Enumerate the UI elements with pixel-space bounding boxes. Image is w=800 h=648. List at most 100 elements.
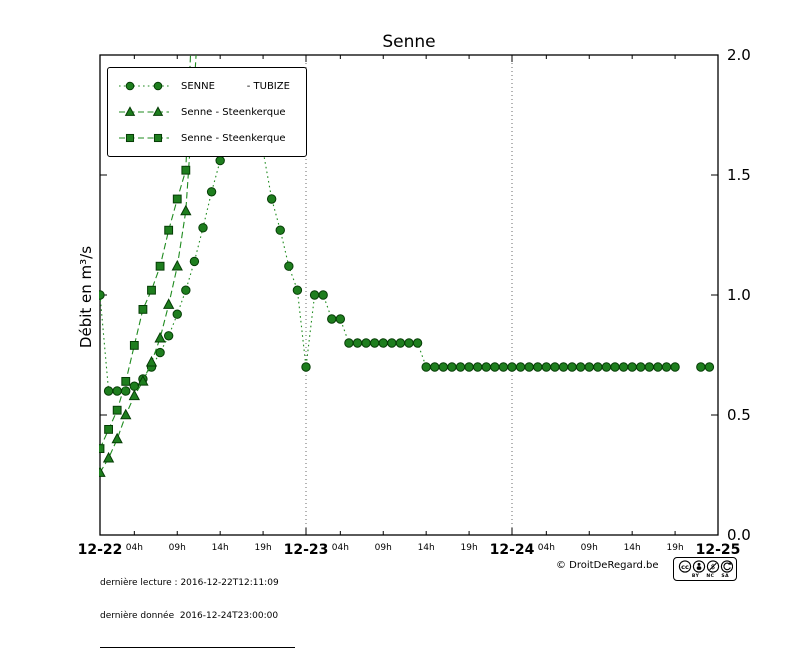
x-axis-major-label: 12-24 <box>490 542 535 558</box>
x-axis-minor-label: 09h <box>375 543 392 553</box>
legend-label: Senne - Steenkerque <box>181 106 286 118</box>
data-point-circle <box>541 362 552 372</box>
y-axis-title: Débit en m³/s <box>77 245 95 349</box>
data-point-circle <box>318 290 328 300</box>
data-point-circle <box>430 362 440 372</box>
x-axis-minor-label: 19h <box>461 543 478 553</box>
data-point-circle <box>704 362 715 372</box>
data-point-circle <box>593 362 603 372</box>
y-axis-tick-label: 1.5 <box>727 166 751 184</box>
data-point-circle <box>292 285 303 295</box>
legend-label: Senne - Steenkerque <box>181 132 286 144</box>
data-point-circle <box>644 362 655 372</box>
data-point-circle <box>438 362 449 372</box>
cc-license-letters: BY NC SA <box>680 574 729 579</box>
data-point-circle <box>627 362 637 372</box>
data-point-circle <box>215 155 225 166</box>
data-point-circle <box>507 362 517 372</box>
legend-item: SENNE - TUBIZE <box>117 79 290 93</box>
data-point-circle <box>172 309 182 319</box>
data-point-circle <box>206 187 217 197</box>
footer-credits: © DroitDeRegard.be cc $ <box>556 557 737 581</box>
x-axis-major-label: 12-25 <box>696 542 741 558</box>
data-point-circle <box>653 362 663 372</box>
copyright-link[interactable]: © DroitDeRegard.be <box>556 560 659 571</box>
data-point-circle <box>455 362 466 372</box>
data-point-square <box>112 405 122 415</box>
legend-sample-circle <box>119 81 169 91</box>
data-point-triangle <box>154 331 166 343</box>
data-point-square <box>121 376 131 386</box>
data-point-circle <box>421 362 431 372</box>
data-point-circle <box>112 386 122 396</box>
data-point-square <box>138 304 148 314</box>
data-point-triangle <box>145 355 158 367</box>
data-point-square <box>129 340 139 350</box>
flow-chart-figure: 12-22 12-23 12-24 12-25 04h 09h 14h 19h 04h 09h 14… <box>77 32 751 648</box>
data-point-circle <box>352 338 363 348</box>
data-point-circle <box>696 362 706 372</box>
data-point-circle <box>498 362 509 372</box>
x-axis-minor-label: 09h <box>169 543 186 553</box>
sa-label: SA <box>721 574 730 579</box>
x-axis-major-label: 12-22 <box>78 542 123 558</box>
data-point-square <box>155 261 165 271</box>
data-point-square <box>104 424 113 434</box>
data-point-circle <box>369 338 380 348</box>
legend: SENNE - TUBIZE Senne - Steenkerque Senne -… <box>107 67 307 157</box>
svg-text:cc: cc <box>681 563 689 571</box>
data-point-triangle <box>163 298 175 309</box>
y-axis-tick-label: 1.0 <box>727 286 751 304</box>
data-point-triangle <box>99 466 106 477</box>
data-point-triangle <box>120 408 132 420</box>
data-point-square <box>153 133 163 143</box>
cc-license-badge[interactable]: cc $ BY N <box>672 557 737 581</box>
data-point-square <box>147 285 156 295</box>
data-point-circle <box>309 290 320 300</box>
x-axis-minor-label: 14h <box>624 543 641 553</box>
data-point-circle <box>99 290 105 300</box>
data-point-circle <box>103 386 114 396</box>
legend-item: Senne - Steenkerque <box>117 131 290 145</box>
last-reading-text: dernière lecture : 2016-12-22T12:11:09 <box>100 578 279 588</box>
data-point-circle <box>404 338 414 348</box>
data-point-circle <box>284 261 294 271</box>
data-point-circle <box>155 347 165 358</box>
legend-sample-triangle <box>119 106 169 116</box>
by-person-icon <box>692 560 705 573</box>
data-point-circle <box>558 362 569 372</box>
data-point-circle <box>533 362 543 372</box>
data-point-square <box>99 444 105 454</box>
data-point-circle <box>610 362 620 372</box>
data-point-triangle <box>137 375 149 386</box>
data-point-circle <box>361 338 371 348</box>
data-point-circle <box>481 362 491 372</box>
data-point-circle <box>378 338 388 348</box>
y-axis-tick-label: 0.5 <box>727 406 751 424</box>
data-point-circle <box>189 256 200 267</box>
data-point-circle <box>601 362 612 372</box>
data-point-circle <box>125 81 135 91</box>
data-point-circle <box>670 362 680 372</box>
y-axis-tick-label: 2.0 <box>727 46 751 64</box>
data-point-square <box>125 133 135 143</box>
cc-license-icons: cc $ <box>678 560 733 573</box>
cc-icon: cc <box>678 560 691 573</box>
data-point-circle <box>335 314 346 324</box>
data-point-square <box>172 194 182 204</box>
data-point-square <box>181 165 191 175</box>
data-point-circle <box>198 223 208 233</box>
data-point-circle <box>129 381 140 391</box>
data-point-circle <box>472 362 483 372</box>
legend-item: Senne - Steenkerque <box>117 105 290 119</box>
x-axis-major-label: 12-23 <box>284 542 329 558</box>
x-axis-minor-label: 19h <box>255 543 272 553</box>
legend-sample-square <box>119 133 169 143</box>
last-data-text: dernière donnée 2016-12-24T23:00:00 <box>100 611 279 621</box>
footer-status: dernière lecture : 2016-12-22T12:11:09 d… <box>100 556 295 648</box>
data-point-triangle <box>102 451 115 463</box>
x-axis-minor-label: 14h <box>418 543 435 553</box>
data-point-circle <box>153 81 163 91</box>
data-point-circle <box>447 362 457 372</box>
x-axis-minor-label: 14h <box>212 543 229 553</box>
